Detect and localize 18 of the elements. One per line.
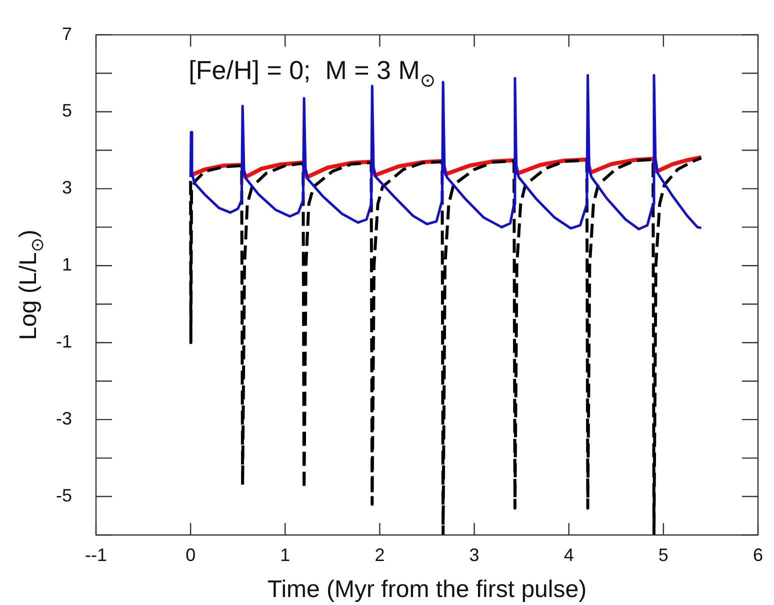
x-axis-title: Time (Myr from the first pulse) <box>267 576 587 603</box>
y-tick-label: 7 <box>62 24 72 44</box>
y-tick-label: 1 <box>62 254 72 275</box>
annotation: [Fe/H] = 0; M = 3 M⊙ <box>188 54 436 91</box>
y-axis-title: Log (L/L⊙) <box>15 230 48 340</box>
y-tick-label: 5 <box>62 100 72 121</box>
y-tick-label: 3 <box>62 178 72 198</box>
x-tick-label: 3 <box>469 544 480 565</box>
y-tick-label: -3 <box>56 408 72 429</box>
x-tick-label: 1 <box>280 544 290 565</box>
x-tick-label: 2 <box>374 544 385 565</box>
x-tick-label: 6 <box>752 544 764 565</box>
x-tick-label: 5 <box>658 544 668 565</box>
x-tick-label: 0 <box>186 544 196 565</box>
x-tick-label: --1 <box>85 544 107 565</box>
x-tick-label: 4 <box>564 544 574 565</box>
y-tick-label: -1 <box>56 332 72 352</box>
y-tick-label: -5 <box>56 485 72 506</box>
